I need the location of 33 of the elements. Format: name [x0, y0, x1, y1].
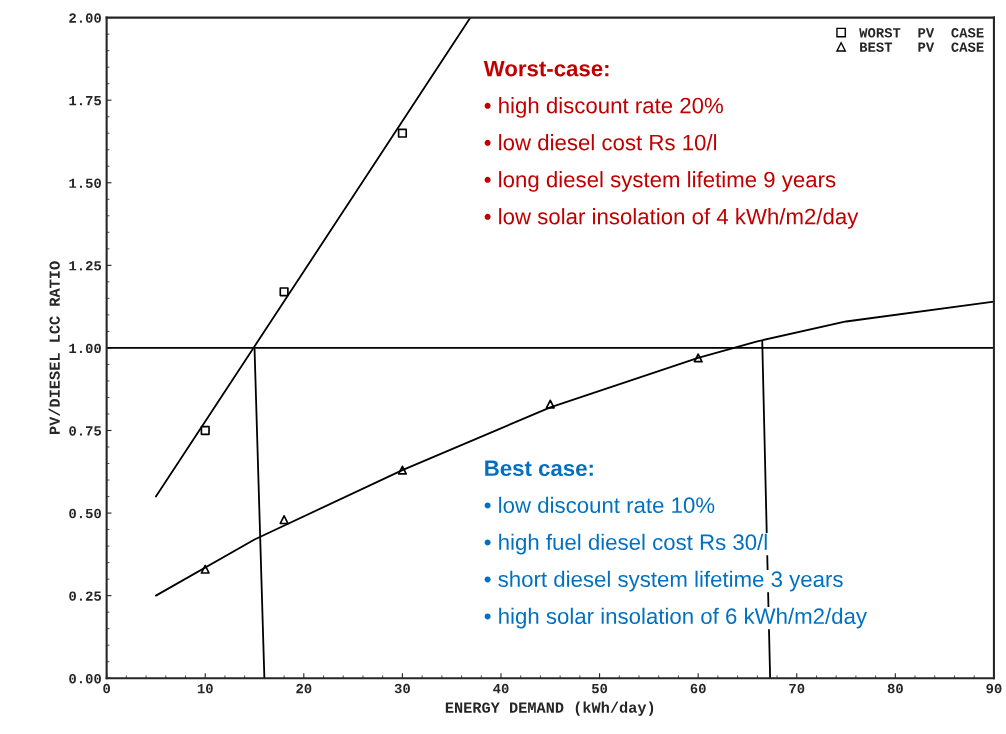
legend-label: BEST PV CASE: [860, 42, 984, 52]
x-tick-label: 50: [591, 683, 608, 694]
x-axis-title: ENERGY DEMAND (kWh/day): [445, 701, 654, 716]
y-tick-label: 2.00: [69, 13, 101, 23]
x-tick-label: 80: [887, 683, 903, 694]
x-tick-label: 40: [493, 683, 509, 694]
x-tick-label: 30: [394, 683, 410, 694]
x-tick-label: 70: [789, 683, 805, 694]
x-tick-label: 0: [103, 683, 110, 694]
annotation: • high solar insolation of 6 kWh/m2/day: [484, 607, 867, 629]
y-tick-label: 1.75: [69, 96, 102, 106]
x-tick-label: 20: [296, 683, 312, 694]
y-tick-label: 0.75: [69, 426, 102, 436]
x-tick-label: 10: [197, 683, 213, 694]
annotation: Worst-case:: [483, 60, 609, 77]
y-axis-title: PV/DIESEL LCC RATIO: [48, 261, 60, 435]
x-tick-label: 60: [690, 683, 706, 694]
annotation: • low discount rate 10%: [484, 496, 715, 514]
annotation: • low diesel cost Rs 10/l: [484, 134, 717, 151]
y-tick-label: 0.00: [69, 673, 101, 684]
y-tick-label: 0.25: [69, 591, 102, 601]
y-tick-label: 1.25: [69, 261, 102, 271]
annotation: • high discount rate 20%: [484, 97, 723, 118]
annotation: Best case:: [485, 460, 593, 477]
annotation: • high fuel diesel cost Rs 30/l: [484, 533, 767, 555]
legend-label: WORST PV CASE: [859, 28, 984, 38]
y-tick-label: 1.50: [69, 178, 101, 188]
y-tick-label: 1.00: [69, 343, 101, 354]
annotation: • low solar insolation of 4 kWh/m2/day: [484, 208, 859, 229]
annotation: • short diesel system lifetime 3 years: [484, 570, 843, 592]
annotation: • long diesel system lifetime 9 years: [484, 171, 836, 192]
y-tick-label: 0.50: [69, 508, 101, 519]
x-tick-label: 90: [986, 683, 1002, 694]
